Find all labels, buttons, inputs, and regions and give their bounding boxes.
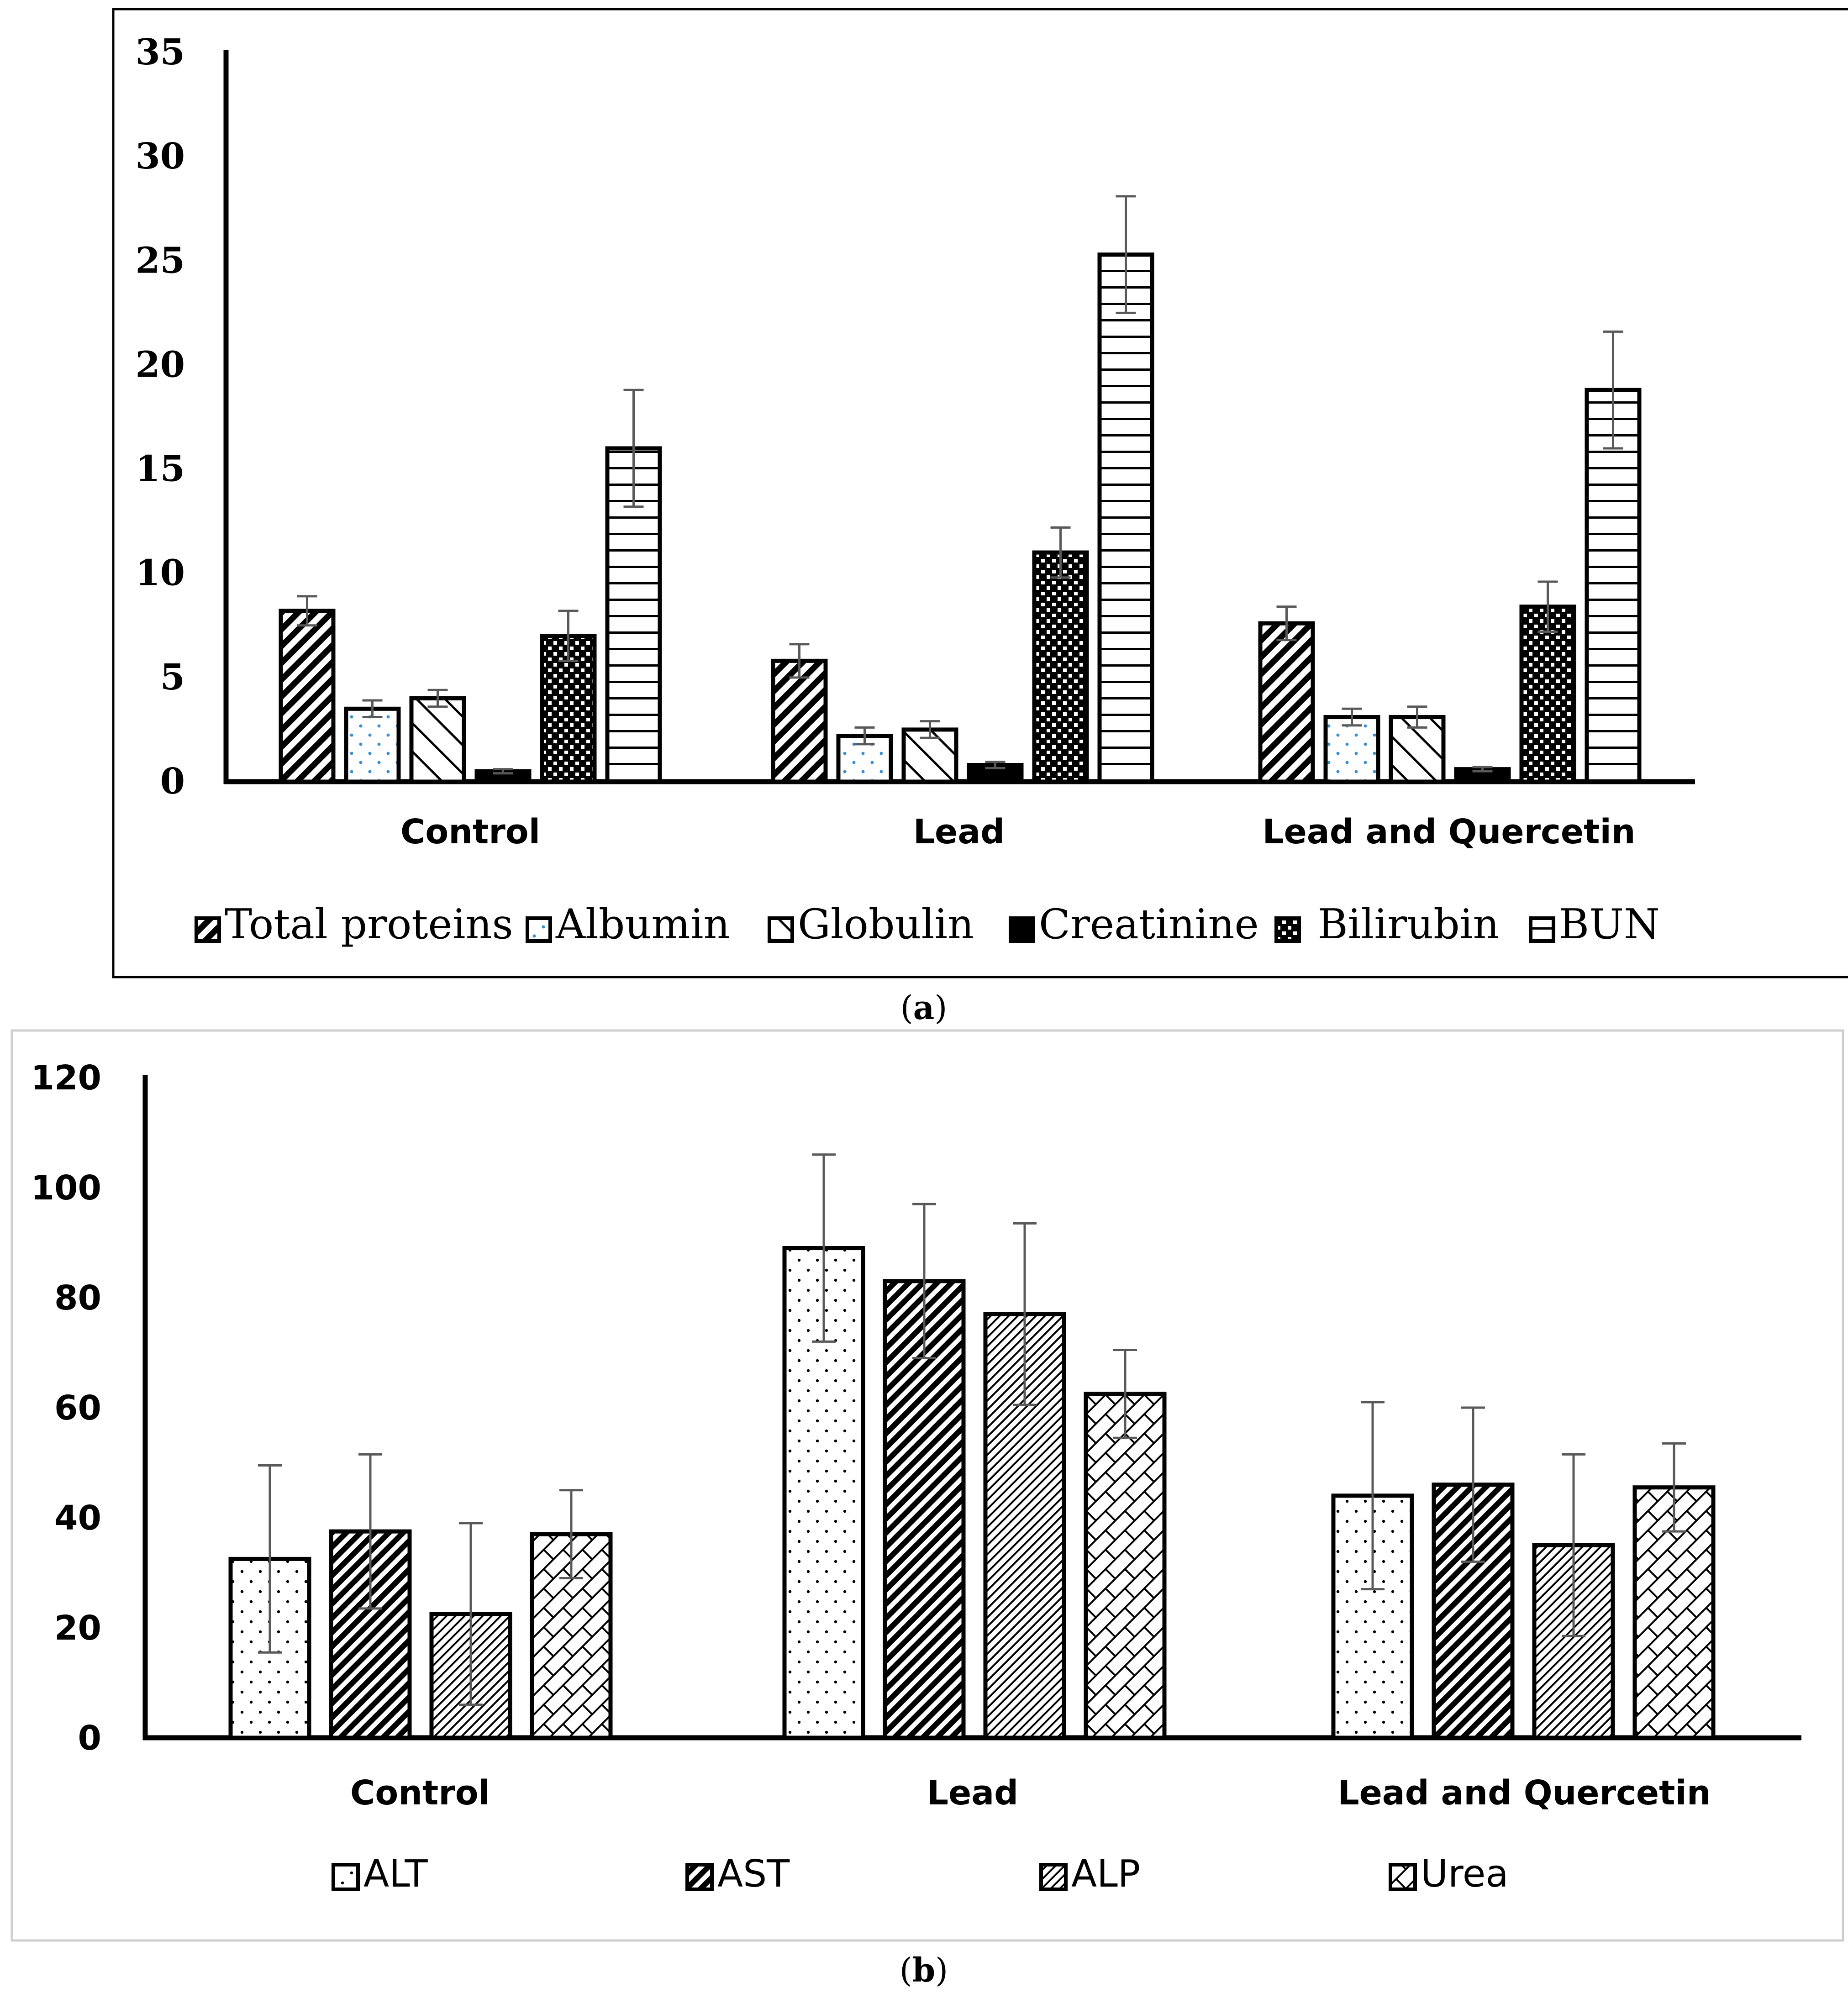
bar-total-proteins-control	[279, 609, 336, 784]
legend-label-alt: ALT	[363, 1852, 428, 1896]
bar-albumin-lead-and-quercetin	[1323, 715, 1380, 784]
legend-swatch-alp	[1039, 1863, 1068, 1891]
legend-label-albumin: Albumin	[555, 900, 730, 948]
category-label-control: Control	[350, 1773, 490, 1813]
legend-swatch-urea	[1389, 1863, 1417, 1891]
y-tick-label: 5	[160, 657, 185, 698]
y-tick-label: 0	[78, 1719, 102, 1758]
legend-swatch-creatinine	[1009, 916, 1035, 943]
category-label-lead-and-quercetin: Lead and Quercetin	[1262, 812, 1635, 852]
y-tick-label: 0	[160, 761, 185, 802]
legend-label-total-proteins: Total proteins	[225, 900, 513, 948]
category-label-control: Control	[400, 812, 540, 852]
legend-label-creatinine: Creatinine	[1039, 900, 1259, 948]
bar-bun-lead	[1097, 252, 1154, 784]
bar-total-proteins-lead-and-quercetin	[1258, 621, 1315, 784]
bar-urea-lead	[1084, 1392, 1167, 1740]
category-label-lead-and-quercetin: Lead and Quercetin	[1337, 1773, 1711, 1813]
legend-label-globulin: Globulin	[798, 900, 974, 948]
bar-bilirubin-lead	[1032, 550, 1089, 784]
bar-creatinine-lead	[967, 762, 1024, 784]
y-tick-label: 40	[54, 1498, 101, 1538]
legend-swatch-albumin	[526, 916, 552, 943]
y-tick-label: 120	[31, 1058, 101, 1098]
bar-total-proteins-lead	[771, 658, 828, 784]
y-tick-label: 80	[54, 1278, 101, 1318]
legend-swatch-alt	[332, 1863, 360, 1891]
y-tick-label: 100	[31, 1168, 101, 1208]
y-tick-label: 60	[54, 1388, 101, 1428]
chart-a: 0 5 10 15 20 25 30 35 Control Lead Lead and Querce…	[135, 32, 1695, 948]
legend-swatch-total-proteins	[195, 916, 221, 943]
legend-swatch-bun	[1529, 916, 1555, 943]
legend-swatch-bilirubin	[1274, 916, 1301, 943]
chart-b: 0 20 40 60 80 100 120 Control Lead Lead and Querc…	[31, 1058, 1801, 1896]
y-tick-label: 20	[135, 344, 185, 385]
panel-a-frame	[112, 8, 1848, 978]
legend-label-urea: Urea	[1421, 1852, 1509, 1896]
caption-b: (b)	[900, 1951, 948, 1989]
bar-albumin-control	[344, 706, 401, 784]
y-tick-label: 30	[135, 136, 185, 177]
y-tick-label: 15	[135, 448, 185, 490]
y-tick-label: 35	[135, 32, 185, 73]
legend-label-alp: ALP	[1071, 1852, 1140, 1896]
legend-swatch-globulin	[768, 916, 794, 943]
legend-label-ast: AST	[717, 1852, 790, 1896]
panel-a: 0 5 10 15 20 25 30 35 Control Lead Lead and Querce…	[112, 8, 1848, 1027]
legend-swatch-ast	[685, 1863, 714, 1891]
bar-globulin-control	[409, 696, 466, 784]
panel-b: 0 20 40 60 80 100 120 Control Lead Lead and Querc…	[11, 1029, 1844, 1989]
bar-bilirubin-lead-and-quercetin	[1519, 605, 1576, 784]
legend-label-bilirubin: Bilirubin	[1305, 900, 1499, 948]
y-tick-label: 10	[135, 552, 185, 594]
category-label-lead: Lead	[927, 1773, 1018, 1813]
caption-a: (a)	[900, 988, 948, 1027]
y-tick-label: 25	[135, 240, 185, 281]
legend-label-bun: BUN	[1559, 900, 1660, 948]
bar-alp-lead-and-quercetin	[1532, 1543, 1615, 1740]
bar-bun-lead-and-quercetin	[1585, 388, 1642, 784]
panel-b-frame	[11, 1029, 1844, 1942]
y-tick-label: 20	[54, 1609, 101, 1648]
category-label-lead: Lead	[913, 812, 1005, 852]
